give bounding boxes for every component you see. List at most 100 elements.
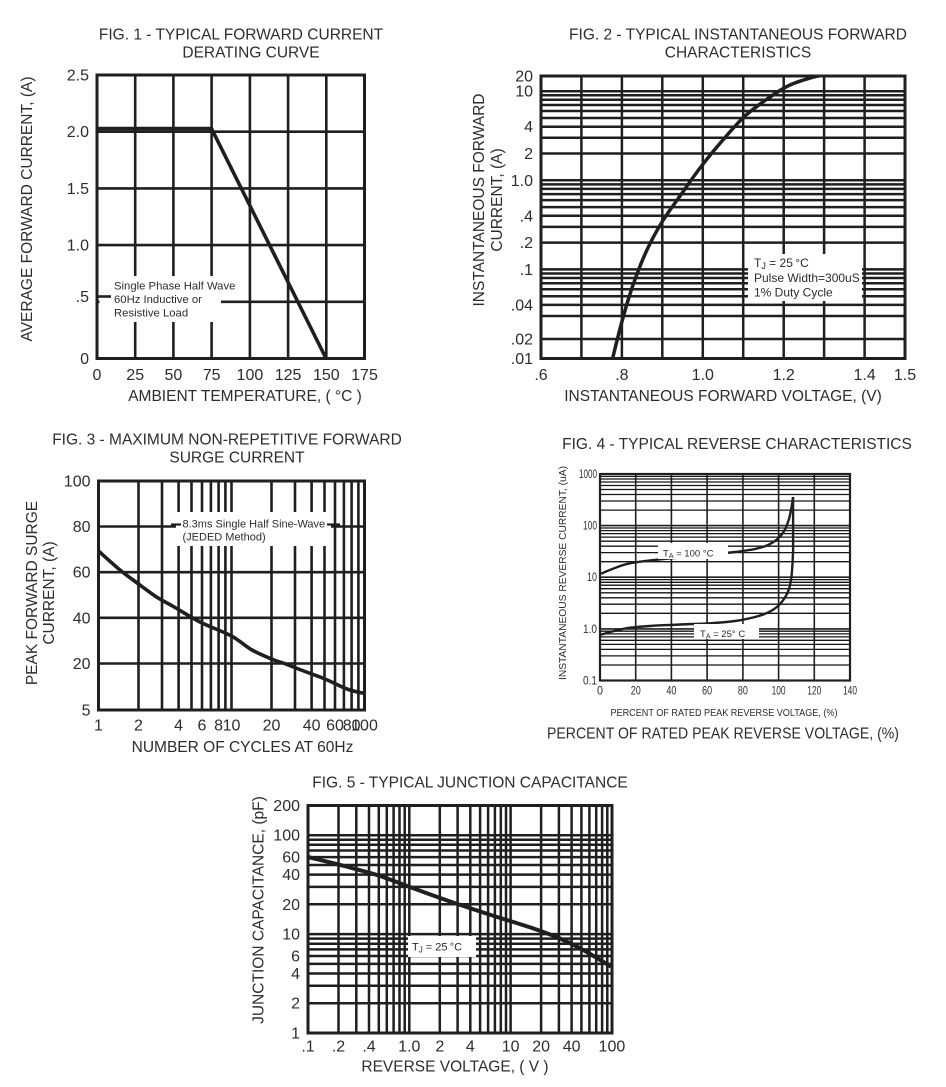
svg-text:60: 60 [282, 850, 300, 867]
svg-text:0: 0 [597, 686, 603, 698]
svg-text:40: 40 [73, 610, 91, 627]
svg-text:INSTANTANEOUS FORWARD: INSTANTANEOUS FORWARD [471, 94, 488, 307]
svg-text:TJ = 25 °C: TJ = 25 °C [412, 942, 462, 955]
svg-text:1: 1 [291, 1026, 300, 1043]
svg-text:60: 60 [73, 565, 91, 582]
svg-text:60Hz Inductive or: 60Hz Inductive or [114, 294, 202, 306]
svg-text:100: 100 [273, 828, 300, 845]
svg-text:1: 1 [94, 718, 103, 735]
svg-text:CURRENT, (A): CURRENT, (A) [41, 541, 58, 644]
svg-text:TA = 100 °C: TA = 100 °C [663, 549, 714, 561]
svg-text:(JEDED Method): (JEDED Method) [183, 532, 266, 544]
svg-text:.01: .01 [511, 351, 533, 368]
svg-text:NUMBER OF CYCLES AT 60Hz: NUMBER OF CYCLES AT 60Hz [132, 739, 354, 756]
svg-text:20: 20 [532, 1039, 550, 1056]
svg-text:6: 6 [291, 949, 300, 966]
svg-text:INSTANTANEOUS REVERSE CURRENT,: INSTANTANEOUS REVERSE CURRENT, (uA) [558, 466, 569, 680]
svg-text:100: 100 [351, 718, 378, 735]
svg-text:1.0: 1.0 [398, 1039, 420, 1056]
svg-text:PERCENT OF RATED PEAK REVERSE: PERCENT OF RATED PEAK REVERSE VOLTAGE, (… [611, 708, 838, 719]
svg-text:60: 60 [326, 718, 344, 735]
svg-text:FIG. 3 - MAXIMUM NON-REPETITIV: FIG. 3 - MAXIMUM NON-REPETITIVE FORWARD [52, 432, 402, 449]
svg-text:150: 150 [313, 367, 340, 384]
svg-text:JUNCTION CAPACITANCE, (pF): JUNCTION CAPACITANCE, (pF) [251, 796, 268, 1024]
svg-text:175: 175 [351, 367, 378, 384]
svg-text:140: 140 [843, 686, 857, 698]
svg-text:2: 2 [291, 996, 300, 1013]
svg-text:1.0: 1.0 [692, 367, 714, 384]
svg-text:100: 100 [583, 521, 597, 533]
svg-text:TJ = 25 °C: TJ = 25 °C [754, 256, 809, 271]
svg-text:20: 20 [73, 656, 91, 673]
svg-text:4: 4 [174, 718, 183, 735]
svg-text:1.0: 1.0 [583, 624, 597, 636]
svg-text:1.2: 1.2 [773, 367, 795, 384]
svg-text:100: 100 [237, 367, 264, 384]
svg-text:0.1: 0.1 [583, 676, 597, 688]
svg-text:10: 10 [502, 1039, 520, 1056]
svg-text:2.0: 2.0 [67, 124, 89, 141]
svg-text:.2: .2 [520, 235, 533, 252]
svg-text:1000: 1000 [579, 469, 597, 481]
svg-text:.4: .4 [362, 1039, 375, 1056]
svg-text:60: 60 [702, 686, 712, 698]
svg-text:40: 40 [282, 867, 300, 884]
svg-text:10: 10 [223, 718, 241, 735]
svg-text:6: 6 [198, 718, 207, 735]
svg-text:.5: .5 [76, 289, 89, 306]
svg-text:200: 200 [273, 798, 300, 815]
svg-text:Single Phase Half Wave: Single Phase Half Wave [114, 281, 235, 293]
svg-text:0: 0 [80, 351, 89, 368]
svg-text:SURGE CURRENT: SURGE CURRENT [169, 450, 305, 467]
svg-text:Resistive Load: Resistive Load [114, 308, 188, 320]
svg-text:100: 100 [772, 686, 786, 698]
svg-text:.2: .2 [332, 1039, 345, 1056]
svg-text:40: 40 [666, 686, 676, 698]
svg-text:CHARACTERISTICS: CHARACTERISTICS [665, 45, 811, 62]
svg-text:40: 40 [303, 718, 321, 735]
svg-text:0: 0 [93, 367, 102, 384]
svg-text:.1: .1 [520, 262, 533, 279]
svg-text:FIG. 5 - TYPICAL JUNCTION CAPA: FIG. 5 - TYPICAL JUNCTION CAPACITANCE [312, 775, 628, 792]
svg-text:40: 40 [563, 1039, 581, 1056]
svg-text:8.3ms Single Half Sine-Wave: 8.3ms Single Half Sine-Wave [183, 519, 326, 531]
svg-text:1.5: 1.5 [67, 181, 89, 198]
svg-text:75: 75 [203, 367, 221, 384]
svg-text:80: 80 [73, 519, 91, 536]
svg-text:100: 100 [64, 474, 91, 491]
svg-text:4: 4 [466, 1039, 475, 1056]
svg-text:4: 4 [524, 119, 533, 136]
svg-text:5: 5 [82, 703, 91, 720]
svg-text:10: 10 [282, 927, 300, 944]
svg-text:2: 2 [134, 718, 143, 735]
svg-text:20: 20 [282, 897, 300, 914]
svg-text:10: 10 [515, 84, 533, 101]
svg-text:REVERSE VOLTAGE, ( V ): REVERSE VOLTAGE, ( V ) [361, 1059, 548, 1076]
svg-text:.4: .4 [520, 208, 533, 225]
svg-text:1.0: 1.0 [67, 238, 89, 255]
svg-text:120: 120 [807, 686, 821, 698]
svg-text:.04: .04 [511, 297, 533, 314]
svg-text:25: 25 [126, 367, 144, 384]
svg-text:10: 10 [587, 572, 597, 584]
svg-text:2.5: 2.5 [67, 68, 89, 85]
svg-text:80: 80 [738, 686, 748, 698]
svg-text:.8: .8 [615, 367, 628, 384]
svg-text:1% Duty Cycle: 1% Duty Cycle [754, 286, 833, 300]
svg-text:FIG. 2 - TYPICAL INSTANTANEOUS: FIG. 2 - TYPICAL INSTANTANEOUS FORWARD [569, 27, 907, 44]
svg-text:1.0: 1.0 [511, 173, 533, 190]
svg-text:2: 2 [435, 1039, 444, 1056]
svg-text:1.4: 1.4 [853, 367, 875, 384]
svg-text:PEAK FORWARD SURGE: PEAK FORWARD SURGE [24, 501, 41, 685]
svg-text:Pulse Width=300uS: Pulse Width=300uS [754, 271, 860, 285]
svg-text:PERCENT OF RATED PEAK REVERSE: PERCENT OF RATED PEAK REVERSE VOLTAGE, (… [547, 726, 899, 743]
svg-text:125: 125 [275, 367, 302, 384]
svg-text:4: 4 [291, 966, 300, 983]
svg-text:.1: .1 [301, 1039, 314, 1056]
svg-text:.02: .02 [511, 332, 533, 349]
svg-text:FIG. 4 - TYPICAL REVERSE CHARA: FIG. 4 - TYPICAL REVERSE CHARACTERISTICS [562, 436, 912, 453]
svg-text:TA = 25° C: TA = 25° C [700, 629, 745, 641]
svg-text:FIG. 1 - TYPICAL FORWARD CURRE: FIG. 1 - TYPICAL FORWARD CURRENT [99, 27, 384, 44]
svg-text:DERATING CURVE: DERATING CURVE [182, 45, 319, 62]
svg-text:CURRENT, (A): CURRENT, (A) [489, 148, 506, 251]
